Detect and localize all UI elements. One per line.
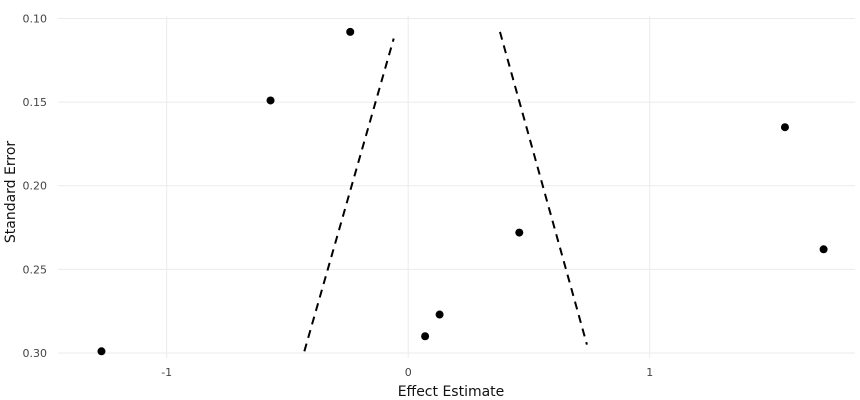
x-tick-label: 0: [405, 366, 412, 379]
data-point: [97, 347, 106, 356]
y-tick-label: 0.15: [23, 96, 48, 109]
data-points: [97, 27, 828, 356]
funnel-line: [303, 38, 395, 352]
funnel-line: [499, 31, 588, 345]
data-point: [780, 123, 789, 132]
y-tick-label: 0.20: [23, 180, 48, 193]
y-tick-label: 0.30: [23, 347, 48, 360]
x-tick-label: 1: [646, 366, 653, 379]
y-tick-label: 0.25: [23, 263, 48, 276]
grid-layer: [58, 16, 855, 358]
y-axis-title: Standard Error: [3, 141, 19, 244]
data-point: [421, 332, 430, 341]
y-tick-label: 0.10: [23, 13, 48, 26]
data-point: [346, 27, 355, 36]
data-point: [819, 245, 828, 254]
data-point: [515, 228, 524, 237]
funnel-lines: [303, 31, 588, 352]
data-point: [435, 310, 444, 319]
x-axis-title: Effect Estimate: [398, 384, 505, 400]
data-point: [266, 96, 275, 105]
tick-layer: -1 0 1 0.10 0.15 0.20 0.25 0.30: [23, 13, 654, 379]
x-tick-label: -1: [161, 366, 172, 379]
